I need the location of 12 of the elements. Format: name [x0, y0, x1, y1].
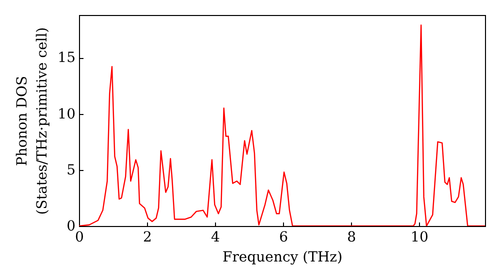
x-axis-title: Frequency (THz) [222, 250, 343, 266]
y-axis-title: Phonon DOS (States/THz·primitive cell) [14, 27, 51, 215]
x-tick-label: 8 [347, 230, 356, 246]
x-tick-label: 2 [143, 230, 152, 246]
y-tick-label: 5 [66, 162, 76, 178]
y-tick-label: 10 [58, 106, 76, 122]
line-series [79, 24, 485, 226]
y-tick-label: 0 [66, 218, 76, 234]
x-tick-label: 4 [211, 230, 220, 246]
y-tick-label: 15 [58, 50, 76, 66]
x-tick-label: 10 [410, 230, 428, 246]
x-tick-label: 6 [279, 230, 288, 246]
